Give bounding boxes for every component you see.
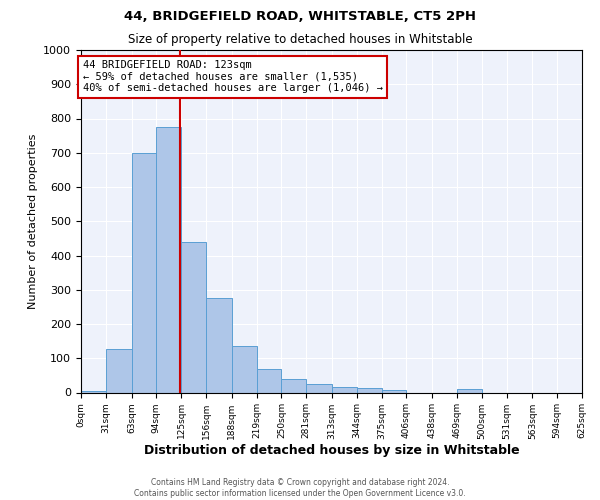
Bar (257, 368, 281, 392)
Bar (157, 127, 181, 392)
Bar (306, 384, 332, 392)
Bar (232, 346, 257, 393)
Bar (81, 391, 106, 392)
Bar (281, 379, 306, 392)
Text: 44, BRIDGEFIELD ROAD, WHITSTABLE, CT5 2PH: 44, BRIDGEFIELD ROAD, WHITSTABLE, CT5 2P… (124, 10, 476, 23)
Text: 44 BRIDGEFIELD ROAD: 123sqm
← 59% of detached houses are smaller (1,535)
40% of : 44 BRIDGEFIELD ROAD: 123sqm ← 59% of det… (83, 60, 383, 94)
Bar (131, 153, 157, 392)
Y-axis label: Number of detached properties: Number of detached properties (28, 134, 38, 309)
Bar (206, 298, 232, 392)
Bar (457, 389, 482, 392)
Text: Contains HM Land Registry data © Crown copyright and database right 2024.
Contai: Contains HM Land Registry data © Crown c… (134, 478, 466, 498)
Bar (332, 388, 357, 392)
X-axis label: Distribution of detached houses by size in Whitstable: Distribution of detached houses by size … (143, 444, 520, 457)
Bar (181, 242, 206, 392)
Bar (357, 388, 382, 392)
Text: Size of property relative to detached houses in Whitstable: Size of property relative to detached ho… (128, 32, 472, 46)
Bar (382, 390, 406, 392)
Bar (106, 348, 131, 393)
